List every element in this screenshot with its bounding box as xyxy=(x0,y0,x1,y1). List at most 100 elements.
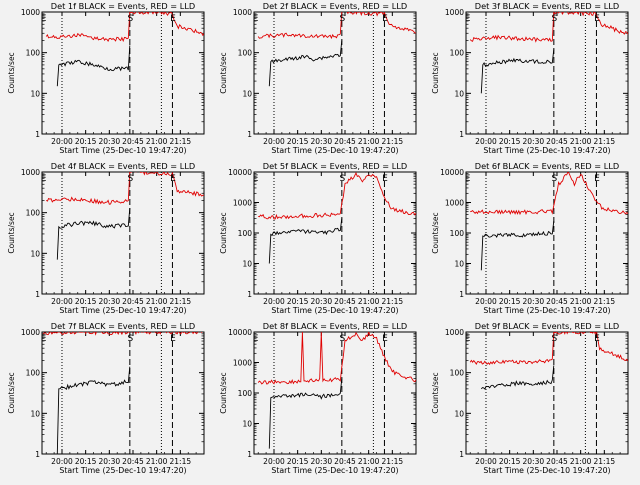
x-axis-label: Start Time (25-Dec-10 19:47:20) xyxy=(271,466,398,475)
x-axis-label: Start Time (25-Dec-10 19:47:20) xyxy=(59,306,186,315)
panel-title: Det 6f BLACK = Events, RED = LLD xyxy=(475,161,619,171)
marker-label-E: E xyxy=(170,174,176,184)
chart-panel-1: Det 1f BLACK = Events, RED = LLD 1 10 100 10… xyxy=(7,1,205,155)
panel-frame xyxy=(465,331,629,455)
x-axis-label: Start Time (25-Dec-10 19:47:20) xyxy=(59,466,186,475)
marker-label-E: E xyxy=(170,14,176,24)
chart-panel-7: Det 7f BLACK = Events, RED = LLD 1 10 100 10… xyxy=(7,321,205,475)
y-axis-label: Counts/sec xyxy=(219,212,228,253)
y-tick-label: 1000 xyxy=(233,359,252,368)
x-tick-label: 20:45 xyxy=(334,137,356,146)
x-tick-label: 20:00 xyxy=(51,457,73,466)
marker-label-S: S xyxy=(127,174,133,184)
chart-panel-2: Det 2f BLACK = Events, RED = LLD 1 10 100 10… xyxy=(219,1,417,155)
x-tick-label: 21:00 xyxy=(358,457,380,466)
x-tick-label: 20:45 xyxy=(334,297,356,306)
x-tick-label: 20:30 xyxy=(523,137,545,146)
x-tick-label: 20:00 xyxy=(263,137,285,146)
y-tick-label: 10 xyxy=(242,420,252,429)
x-tick-label: 21:00 xyxy=(146,137,168,146)
y-axis-label: Counts/sec xyxy=(7,52,16,93)
y-tick-label: 100 xyxy=(238,229,253,238)
y-tick-label: 1000 xyxy=(233,8,252,17)
marker-label-S: S xyxy=(551,14,557,24)
y-tick-label: 10 xyxy=(30,89,40,98)
y-axis-label: Counts/sec xyxy=(431,372,440,413)
x-axis-label: Start Time (25-Dec-10 19:47:20) xyxy=(483,306,610,315)
panel-title: Det 4f BLACK = Events, RED = LLD xyxy=(51,161,195,171)
x-tick-label: 20:15 xyxy=(75,297,97,306)
x-tick-label: 20:15 xyxy=(287,457,309,466)
panel-frame xyxy=(41,11,205,135)
x-tick-label: 21:00 xyxy=(358,137,380,146)
x-tick-label: 20:45 xyxy=(546,137,568,146)
x-tick-label: 20:30 xyxy=(311,457,333,466)
series-events xyxy=(480,49,555,94)
marker-label-E: E xyxy=(594,334,600,344)
series-events xyxy=(56,207,131,260)
y-tick-label: 1000 xyxy=(445,328,464,337)
panel-title: Det 5f BLACK = Events, RED = LLD xyxy=(263,161,407,171)
chart-panel-5: Det 5f BLACK = Events, RED = LLD 1 10 100 10… xyxy=(219,161,417,315)
y-tick-label: 1 xyxy=(459,290,464,299)
marker-label-E: E xyxy=(594,14,600,24)
x-tick-label: 20:30 xyxy=(311,137,333,146)
series-lld xyxy=(470,172,628,216)
y-tick-label: 1 xyxy=(459,450,464,459)
x-tick-label: 20:30 xyxy=(99,137,121,146)
y-tick-label: 10 xyxy=(454,260,464,269)
marker-label-E: E xyxy=(170,334,176,344)
x-tick-label: 20:15 xyxy=(287,297,309,306)
x-tick-label: 21:15 xyxy=(170,137,192,146)
marker-label-S: S xyxy=(339,334,345,344)
marker-label-S: S xyxy=(339,14,345,24)
marker-label-S: S xyxy=(339,174,345,184)
panel-title: Det 1f BLACK = Events, RED = LLD xyxy=(51,1,195,11)
y-tick-label: 1 xyxy=(247,290,252,299)
marker-label-E: E xyxy=(465,334,471,344)
y-tick-label: 1000 xyxy=(445,199,464,208)
y-tick-label: 100 xyxy=(26,369,41,378)
y-tick-label: 10 xyxy=(454,89,464,98)
x-tick-label: 20:15 xyxy=(499,137,521,146)
x-tick-label: 20:45 xyxy=(546,457,568,466)
y-tick-label: 10 xyxy=(454,409,464,418)
series-events xyxy=(268,378,343,449)
y-tick-label: 100 xyxy=(238,389,253,398)
series-events xyxy=(268,40,343,87)
y-tick-label: 100 xyxy=(26,49,41,58)
marker-label-E: E xyxy=(253,14,259,24)
x-tick-label: 20:30 xyxy=(99,457,121,466)
x-tick-label: 21:00 xyxy=(146,457,168,466)
x-axis-label: Start Time (25-Dec-10 19:47:20) xyxy=(59,146,186,155)
panel-frame xyxy=(465,11,629,135)
x-tick-label: 21:15 xyxy=(594,137,616,146)
x-tick-label: 20:00 xyxy=(475,137,497,146)
x-tick-label: 21:15 xyxy=(382,457,404,466)
marker-label-S: S xyxy=(551,174,557,184)
y-tick-label: 100 xyxy=(450,49,465,58)
series-events xyxy=(268,218,343,264)
x-tick-label: 20:30 xyxy=(311,297,333,306)
marker-label-S: S xyxy=(127,334,133,344)
x-tick-label: 20:15 xyxy=(499,297,521,306)
marker-label-E: E xyxy=(253,174,259,184)
y-tick-label: 1 xyxy=(35,130,40,139)
x-tick-label: 20:00 xyxy=(475,457,497,466)
y-tick-label: 10000 xyxy=(440,168,464,177)
y-axis-label: Counts/sec xyxy=(219,52,228,93)
chart-panel-4: Det 4f BLACK = Events, RED = LLD 1 10 100 10… xyxy=(7,161,205,315)
x-tick-label: 21:15 xyxy=(594,457,616,466)
x-axis-label: Start Time (25-Dec-10 19:47:20) xyxy=(271,306,398,315)
y-tick-label: 1000 xyxy=(21,168,40,177)
x-tick-label: 21:00 xyxy=(358,297,380,306)
panel-frame xyxy=(253,11,417,135)
panel-frame xyxy=(465,171,629,295)
marker-label-E: E xyxy=(594,174,600,184)
x-tick-label: 21:15 xyxy=(170,457,192,466)
y-axis-label: Counts/sec xyxy=(7,372,16,413)
x-axis-label: Start Time (25-Dec-10 19:47:20) xyxy=(271,146,398,155)
y-tick-label: 10 xyxy=(242,89,252,98)
